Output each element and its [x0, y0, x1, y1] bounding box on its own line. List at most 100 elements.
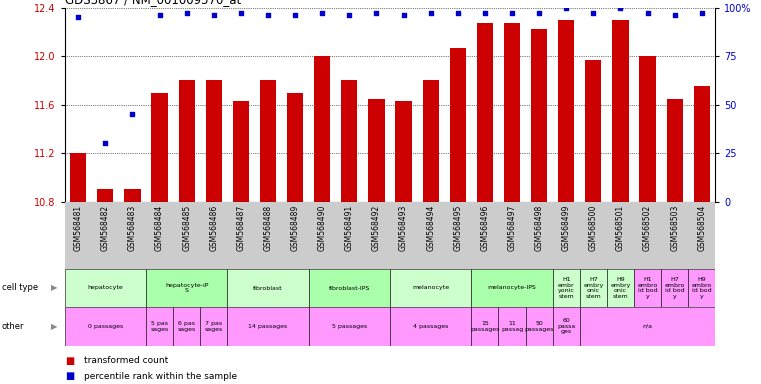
Text: GSM568489: GSM568489: [291, 205, 300, 251]
Text: 5 pas
sages: 5 pas sages: [151, 321, 169, 332]
Text: 11
passag: 11 passag: [501, 321, 523, 332]
Text: H7
embro
id bod
y: H7 embro id bod y: [664, 277, 685, 299]
Text: GSM568482: GSM568482: [101, 205, 110, 251]
Text: GSM568487: GSM568487: [237, 205, 245, 251]
Text: GSM568501: GSM568501: [616, 205, 625, 251]
Bar: [205, 80, 222, 202]
Bar: [309, 307, 390, 346]
Bar: [146, 307, 174, 346]
Text: ■: ■: [65, 356, 74, 366]
Text: 0 passages: 0 passages: [88, 324, 123, 329]
Text: GSM568502: GSM568502: [643, 205, 652, 251]
Bar: [124, 189, 141, 202]
Bar: [526, 307, 552, 346]
Point: [180, 10, 193, 17]
Bar: [368, 99, 384, 202]
Text: 6 pas
sages: 6 pas sages: [177, 321, 196, 332]
Bar: [233, 101, 249, 202]
Bar: [65, 307, 146, 346]
Bar: [390, 307, 471, 346]
Text: hepatocyte-iP
S: hepatocyte-iP S: [165, 283, 209, 293]
Text: GSM568488: GSM568488: [263, 205, 272, 251]
Point: [262, 12, 274, 18]
Text: H1
embro
id bod
y: H1 embro id bod y: [638, 277, 658, 299]
Bar: [471, 307, 498, 346]
Point: [425, 10, 437, 17]
Bar: [146, 269, 228, 307]
Text: other: other: [2, 322, 24, 331]
Text: hepatocyte: hepatocyte: [88, 285, 123, 291]
Text: GSM568481: GSM568481: [74, 205, 83, 251]
Bar: [634, 269, 661, 307]
Text: percentile rank within the sample: percentile rank within the sample: [84, 372, 237, 381]
Point: [669, 12, 681, 18]
Point: [587, 10, 600, 17]
Bar: [65, 269, 146, 307]
Bar: [552, 307, 580, 346]
Point: [154, 12, 166, 18]
Text: H9
embro
id bod
y: H9 embro id bod y: [692, 277, 712, 299]
Point: [642, 10, 654, 17]
Point: [479, 10, 491, 17]
Bar: [228, 307, 309, 346]
Point: [316, 10, 328, 17]
Text: GSM568486: GSM568486: [209, 205, 218, 251]
Text: n/a: n/a: [642, 324, 653, 329]
Text: GSM568490: GSM568490: [318, 205, 326, 252]
Point: [506, 10, 518, 17]
Bar: [667, 99, 683, 202]
Point: [72, 14, 84, 20]
Bar: [314, 56, 330, 202]
Bar: [260, 80, 276, 202]
Bar: [694, 86, 710, 202]
Bar: [531, 30, 547, 202]
Text: 60
passa
ges: 60 passa ges: [557, 318, 575, 334]
Text: fibroblast-IPS: fibroblast-IPS: [329, 285, 370, 291]
Point: [696, 10, 708, 17]
Bar: [585, 60, 601, 202]
Text: GSM568495: GSM568495: [454, 205, 462, 252]
Bar: [639, 56, 656, 202]
Bar: [228, 269, 309, 307]
Bar: [613, 20, 629, 202]
Text: GSM568496: GSM568496: [480, 205, 489, 252]
Point: [452, 10, 464, 17]
Bar: [558, 20, 575, 202]
Text: GDS3867 / NM_001009570_at: GDS3867 / NM_001009570_at: [65, 0, 241, 7]
Bar: [341, 80, 358, 202]
Bar: [580, 307, 715, 346]
Text: GSM568494: GSM568494: [426, 205, 435, 252]
Point: [533, 10, 545, 17]
Text: melanocyte: melanocyte: [412, 285, 449, 291]
Point: [343, 12, 355, 18]
Point: [560, 5, 572, 11]
Text: ■: ■: [65, 371, 74, 381]
Text: GSM568483: GSM568483: [128, 205, 137, 251]
Bar: [309, 269, 390, 307]
Text: H7
embry
onic
stem: H7 embry onic stem: [583, 277, 603, 299]
Text: GSM568504: GSM568504: [697, 205, 706, 252]
Bar: [422, 80, 439, 202]
Bar: [396, 101, 412, 202]
Text: 4 passages: 4 passages: [413, 324, 448, 329]
Point: [614, 5, 626, 11]
Text: GSM568491: GSM568491: [345, 205, 354, 251]
Text: 5 passages: 5 passages: [332, 324, 367, 329]
Text: 14 passages: 14 passages: [248, 324, 288, 329]
Bar: [97, 189, 113, 202]
Point: [208, 12, 220, 18]
Text: GSM568499: GSM568499: [562, 205, 571, 252]
Text: 7 pas
sages: 7 pas sages: [205, 321, 223, 332]
Text: GSM568493: GSM568493: [399, 205, 408, 252]
Bar: [390, 269, 471, 307]
Bar: [504, 23, 521, 202]
Text: 50
passages: 50 passages: [524, 321, 554, 332]
Text: GSM568500: GSM568500: [589, 205, 598, 252]
Bar: [200, 307, 228, 346]
Text: H9
embry
onic
stem: H9 embry onic stem: [610, 277, 631, 299]
Text: GSM568497: GSM568497: [508, 205, 517, 252]
Bar: [70, 153, 86, 202]
Point: [397, 12, 409, 18]
Bar: [174, 307, 200, 346]
Bar: [688, 269, 715, 307]
